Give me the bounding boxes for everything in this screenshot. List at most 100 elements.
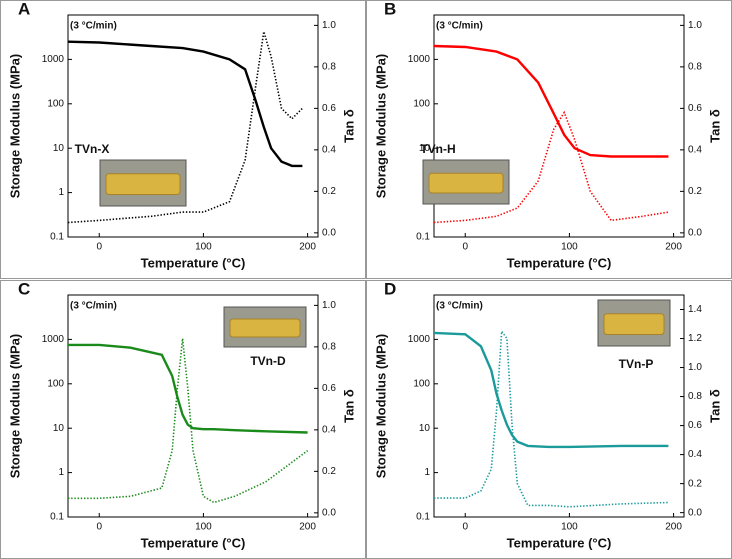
plot-frame [67, 14, 319, 238]
sample-bar [229, 318, 301, 338]
y-tick-label: 1000 [42, 54, 65, 65]
y2-tick-label: 0.0 [688, 507, 702, 518]
x-tick-label: 100 [195, 242, 212, 253]
y-tick-label: 10 [419, 423, 431, 434]
data-line [434, 329, 669, 508]
y2-axis-title: Tan δ [341, 109, 356, 143]
y2-tick-label: 1.0 [322, 20, 336, 31]
panel: B(3 °C/min)01002000.111010010000.00.20.4… [366, 0, 732, 279]
y-tick-label: 100 [47, 98, 64, 109]
x-tick-label: 200 [665, 242, 682, 253]
y-axis-title: Storage Modulus (MPa) [7, 334, 22, 478]
y-axis-title: Storage Modulus (MPa) [373, 54, 388, 198]
y-tick-label: 1 [58, 467, 64, 478]
data-line [433, 44, 669, 158]
y2-tick-label: 0.6 [322, 383, 336, 394]
panel: D (3 °C/min) 0 100 200 0.1 1 10 100 1000 0.0 0.2 0.4… [366, 279, 732, 559]
y2-axis-title: Tan δ [707, 109, 722, 143]
x-tick-label: 100 [561, 242, 578, 253]
y2-tick-label: 0.2 [688, 478, 702, 489]
x-tick-label: 0 [96, 522, 102, 533]
sample-bar [105, 173, 181, 196]
annotation: (3 °C/min) [70, 301, 117, 312]
y-tick-label: 1 [58, 187, 64, 198]
annotation: (3 °C/min) [436, 21, 483, 32]
data-line [68, 343, 308, 434]
x-tick-label: 100 [195, 522, 212, 533]
data-line [433, 110, 669, 224]
sample-bar [428, 172, 504, 194]
annotation: (3 °C/min) [70, 21, 117, 32]
y-tick-label: 100 [47, 378, 64, 389]
data-line [68, 338, 309, 504]
y2-tick-label: 0.0 [322, 227, 336, 238]
data-line [67, 31, 303, 224]
y-tick-label: 0.1 [416, 232, 430, 243]
x-tick-label: 0 [462, 242, 468, 253]
x-axis-title: Temperature (°C) [141, 255, 246, 270]
y-tick-label: 100 [413, 378, 430, 389]
y2-tick-label: 1.4 [688, 304, 702, 315]
y-tick-label: 1000 [408, 334, 431, 345]
x-axis-title: Temperature (°C) [507, 535, 612, 550]
plot-frame [67, 294, 319, 518]
y2-tick-label: 0.6 [688, 103, 702, 114]
y2-tick-label: 1.0 [688, 20, 702, 31]
y2-tick-label: 0.8 [688, 62, 702, 73]
y2-tick-label: 0.2 [322, 186, 336, 197]
plot-frame [433, 14, 685, 238]
y2-tick-label: 1.2 [688, 333, 702, 344]
y-axis-title: Storage Modulus (MPa) [373, 334, 388, 478]
panel: A (3 °C/min) 0 100 200 0.1 1 10 100 1000 0.0 0.2 0.4… [0, 0, 366, 279]
y-tick-label: 0.1 [50, 512, 64, 523]
y2-tick-label: 0.8 [688, 391, 702, 402]
x-tick-label: 0 [96, 242, 102, 253]
y2-tick-label: 0.4 [322, 145, 336, 156]
y-tick-label: 10 [53, 423, 65, 434]
y2-tick-label: 0.8 [322, 342, 336, 353]
x-tick-label: 200 [665, 522, 682, 533]
y-tick-label: 1000 [42, 334, 65, 345]
y2-tick-label: 0.8 [322, 62, 336, 73]
y-tick-label: 10 [419, 143, 431, 154]
x-axis-title: Temperature (°C) [141, 535, 246, 550]
y2-axis-title: Tan δ [707, 389, 722, 423]
x-tick-label: 200 [299, 522, 316, 533]
panel: C (3 °C/min) 0 100 200 0.1 1 10 100 1000 0.0 0.2 0.4… [0, 279, 366, 559]
x-tick-label: 100 [561, 522, 578, 533]
x-tick-label: 200 [299, 242, 316, 253]
y-tick-label: 1000 [408, 54, 431, 65]
x-tick-label: 0 [462, 522, 468, 533]
data-line [433, 331, 669, 449]
y2-tick-label: 0.6 [688, 420, 702, 431]
plot-frame [433, 294, 685, 518]
data-line [67, 40, 303, 168]
y-tick-label: 10 [53, 143, 65, 154]
y2-axis-title: Tan δ [341, 389, 356, 423]
y2-tick-label: 1.0 [322, 300, 336, 311]
panel-label: A [18, 0, 30, 18]
y2-tick-label: 0.0 [322, 507, 336, 518]
y2-tick-label: 0.4 [322, 425, 336, 436]
y2-tick-label: 0.0 [688, 227, 702, 238]
panel-label: D [384, 279, 396, 298]
y2-tick-label: 0.2 [322, 466, 336, 477]
y2-tick-label: 0.4 [688, 145, 702, 156]
y2-tick-label: 0.6 [322, 103, 336, 114]
sample-label: TVn-P [619, 357, 654, 371]
y2-tick-label: 0.2 [688, 186, 702, 197]
sample-label: TVn-D [250, 354, 286, 368]
panel-label: B [384, 0, 396, 18]
y-tick-label: 100 [413, 98, 430, 109]
sample-label: TVn-H [420, 142, 455, 156]
sample-label: TVn-X [75, 142, 110, 156]
x-axis-title: Temperature (°C) [507, 255, 612, 270]
panel-label: C [18, 279, 30, 298]
y-axis-title: Storage Modulus (MPa) [7, 54, 22, 198]
y-tick-label: 0.1 [416, 512, 430, 523]
sample-bar [603, 313, 665, 335]
y2-tick-label: 0.4 [688, 449, 702, 460]
y-tick-label: 1 [424, 467, 430, 478]
annotation: (3 °C/min) [436, 301, 483, 312]
